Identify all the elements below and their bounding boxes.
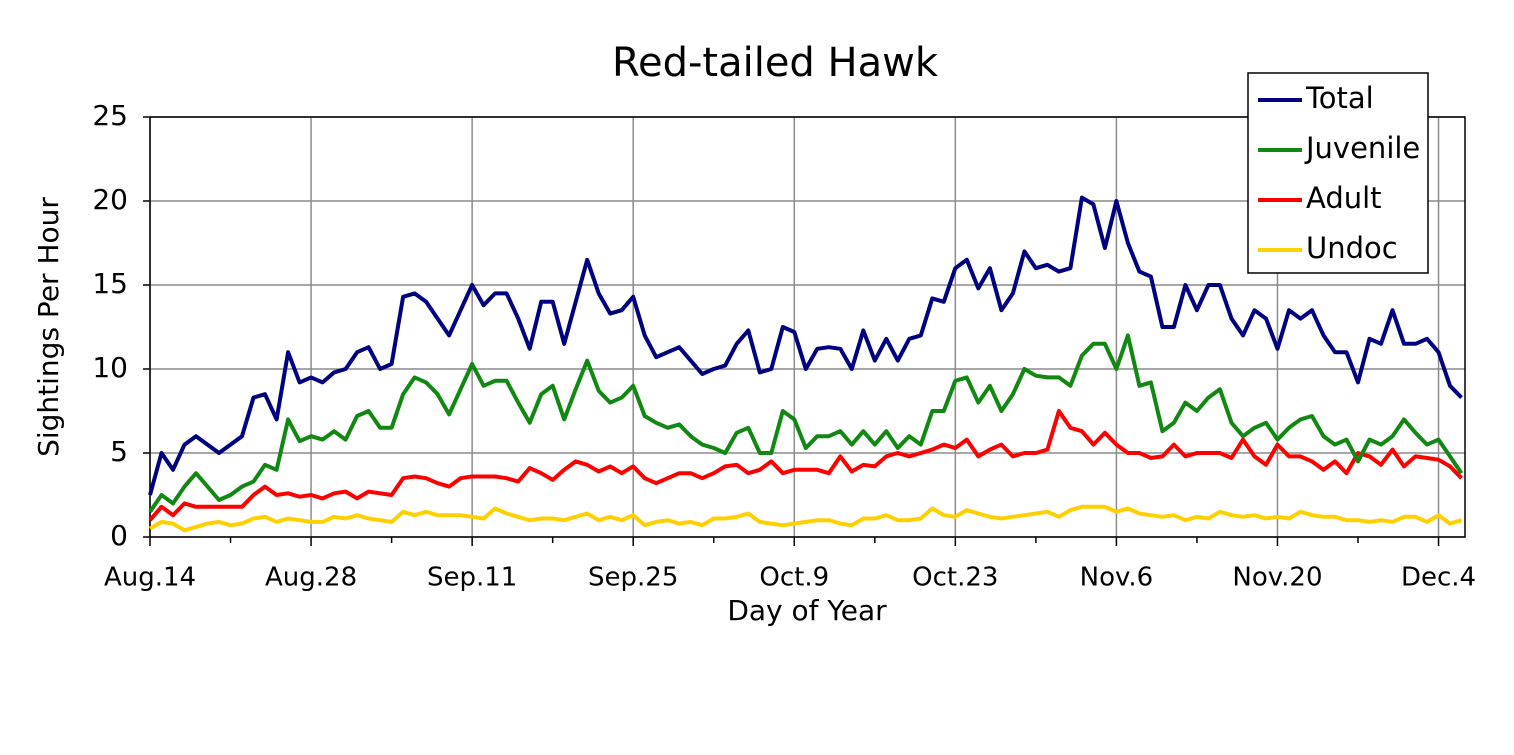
series-line	[148, 504, 1463, 533]
x-tick-label: Aug.28	[265, 563, 357, 593]
plot-frame	[149, 116, 1466, 538]
x-tick-label: Aug.14	[104, 563, 196, 593]
x-tick-label: Nov.20	[1232, 563, 1322, 593]
x-tick-label: Sep.11	[427, 563, 517, 593]
y-tick-label: 15	[92, 267, 128, 300]
y-axis-title: Sightings Per Hour	[32, 197, 65, 457]
legend-label: Juvenile	[1304, 131, 1420, 165]
series-line	[148, 195, 1463, 496]
legend-box	[1247, 72, 1429, 274]
y-tick-label: 25	[92, 99, 128, 132]
y-tick-label: 0	[110, 519, 128, 552]
y-tick-label: 20	[92, 183, 128, 216]
chart-title: Red-tailed Hawk	[612, 40, 939, 86]
x-tick-label: Oct.9	[759, 563, 829, 593]
legend-label: Total	[1305, 81, 1374, 115]
x-tick-label: Sep.25	[588, 563, 678, 593]
y-tick-label: 5	[110, 435, 128, 468]
legend-label: Undoc	[1306, 231, 1398, 265]
x-tick-label: Oct.23	[912, 563, 998, 593]
x-tick-label: Dec.4	[1401, 563, 1476, 593]
x-tick-label: Nov.6	[1080, 563, 1154, 593]
legend-label: Adult	[1306, 181, 1382, 215]
series-line	[148, 409, 1463, 522]
y-tick-label: 10	[92, 351, 128, 384]
series-line	[148, 333, 1464, 513]
x-axis-title: Day of Year	[727, 594, 887, 627]
